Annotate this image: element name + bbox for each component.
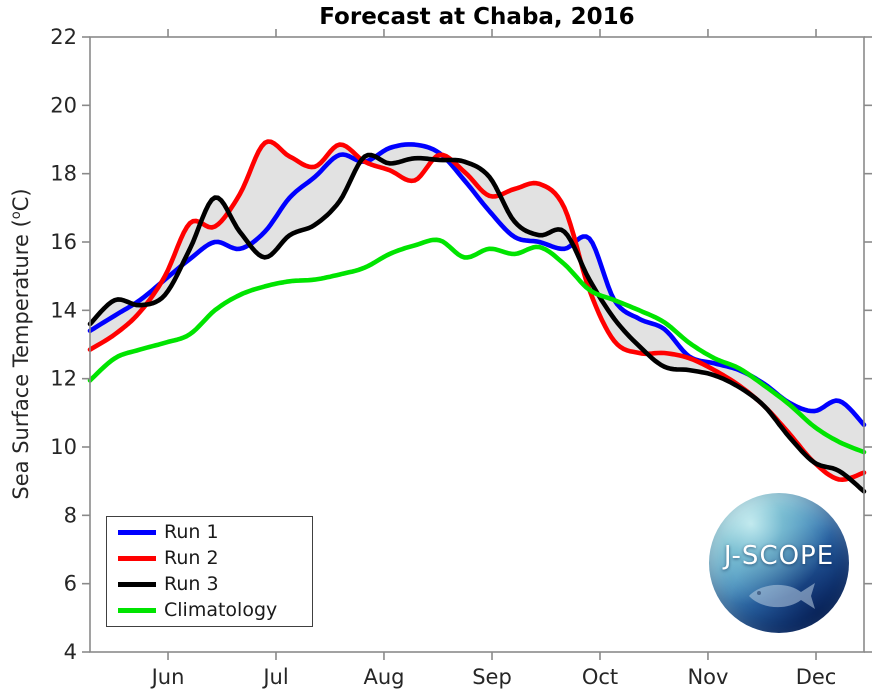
jscope-logo: J-SCOPE [709,493,849,633]
y-tick-label: 20 [50,93,77,117]
legend-item-run2: Run 2 [107,546,312,570]
run3-line-swatch [118,582,156,587]
series-line-climatology [90,240,864,452]
x-tick-label: Dec [796,665,837,689]
y-tick-label: 16 [50,230,77,254]
x-tick-label: Sep [472,665,512,689]
run1-line-swatch [118,530,156,535]
run2-line-swatch [118,556,156,561]
y-axis-label: Sea Surface Temperature (oC) [9,188,33,499]
y-tick-label: 4 [64,640,77,664]
series-line-run-3 [90,155,864,491]
x-tick-label: Aug [363,665,404,689]
climatology-line-swatch [118,608,156,613]
y-tick-label: 8 [64,503,77,527]
y-tick-label: 10 [50,435,77,459]
legend-label: Climatology [164,601,277,620]
y-tick-label: 6 [64,572,77,596]
y-tick-label: 18 [50,162,77,186]
chart-title: Forecast at Chaba, 2016 [319,4,634,30]
x-tick-label: Jun [150,665,185,689]
x-tick-label: Nov [687,665,728,689]
legend-item-run3: Run 3 [107,573,312,597]
x-tick-label: Jul [261,665,288,689]
x-tick-label: Oct [582,665,618,689]
legend-label: Run 2 [164,549,219,568]
legend-label: Run 1 [164,523,219,542]
legend-item-climatology: Climatology [107,599,312,623]
y-tick-label: 12 [50,367,77,391]
legend-label: Run 3 [164,575,219,594]
legend: Run 1 Run 2 Run 3 Climatology [106,516,313,627]
logo-text: J-SCOPE [709,541,849,571]
figure: 4 6 8 10 12 14 16 18 20 22 Jun Jul Aug Sep Oct Nov Dec F… [0,0,879,700]
fish-icon [735,579,823,613]
plot-area [90,142,864,492]
y-tick-label: 22 [50,25,77,49]
legend-item-run1: Run 1 [107,520,312,544]
y-tick-label: 14 [50,298,77,322]
